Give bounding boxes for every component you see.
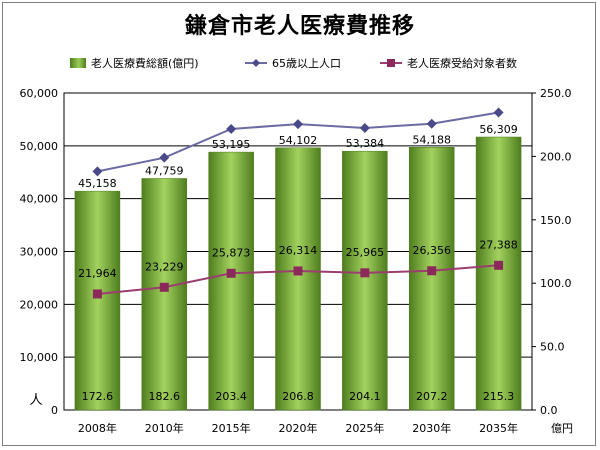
recipient-value-label: 26,314 [279,244,318,257]
left-axis-tick-label: 10,000 [20,351,59,364]
left-axis-tick-label: 60,000 [20,87,59,100]
bar [208,151,254,411]
bar-value-label: 203.4 [215,390,247,403]
left-axis-tick-label: 50,000 [20,140,59,153]
left-axis-label: 人 [29,393,42,408]
x-axis-tick-label: 2025年 [345,421,384,435]
x-axis-tick-label: 2010年 [145,421,184,435]
recipient-marker [494,260,504,270]
right-axis-tick-label: 250.0 [540,87,572,100]
right-axis-tick-label: 50.0 [540,341,565,354]
population-marker [293,119,303,130]
recipient-marker [360,268,370,278]
recipient-marker [293,266,303,276]
bar-value-label: 206.8 [282,390,314,403]
population-marker [226,123,237,134]
bar-value-label: 182.6 [149,390,181,403]
recipient-value-label: 25,873 [212,246,251,259]
population-marker [426,118,437,129]
left-axis-tick-label: 20,000 [20,298,59,311]
right-axis-tick-label: 200.0 [540,150,572,163]
recipient-marker [159,282,169,292]
right-axis-tick-label: 150.0 [540,214,572,227]
recipient-value-label: 26,356 [412,244,451,257]
population-value-label: 45,158 [78,177,117,190]
left-axis-tick-label: 30,000 [20,246,59,259]
bar [141,178,188,411]
recipient-value-label: 25,965 [346,246,385,259]
recipient-marker [92,289,102,299]
chart-frame [2,2,596,446]
population-marker [493,107,504,118]
right-axis-label: 億円 [551,422,573,435]
legend-line-swatch [245,59,267,67]
bar [408,147,455,411]
bar-value-label: 215.3 [483,390,515,403]
population-marker [159,152,170,163]
legend-label-population: 65歳以上人口 [272,57,341,70]
bar-value-label: 204.1 [349,390,381,403]
recipient-value-label: 23,229 [145,260,184,273]
legend-item-population: 65歳以上人口 [245,54,341,72]
bar-value-label: 207.2 [416,390,448,403]
x-axis-tick-label: 2015年 [212,421,251,435]
population-value-label: 47,759 [145,164,184,177]
left-axis-tick-label: 40,000 [20,193,59,206]
population-value-label: 53,384 [346,137,385,150]
x-axis-tick-label: 2030年 [412,421,451,435]
population-marker [359,122,370,133]
recipient-value-label: 27,388 [479,238,518,251]
bar [275,147,321,411]
recipient-marker [226,268,236,278]
population-value-label: 56,309 [479,123,518,136]
recipient-marker [427,266,437,276]
x-axis-tick-label: 2035年 [479,421,518,435]
recipient-value-label: 21,964 [78,267,117,280]
right-axis-tick-label: 0.0 [540,404,558,417]
bar [342,150,388,411]
bar-value-label: 172.6 [82,390,114,403]
legend-label-medical-cost: 老人医療費総額(億円) [91,57,199,70]
legend-bar-swatch [70,58,86,68]
right-axis-tick-label: 100.0 [540,277,572,290]
left-axis-tick-label: 0 [51,404,58,417]
legend-item-recipients: 老人医療受給対象者数 [380,54,517,72]
x-axis-tick-label: 2020年 [279,421,318,435]
legend-label-recipients: 老人医療受給対象者数 [407,57,517,70]
population-value-label: 53,195 [212,138,251,151]
x-axis-tick-label: 2008年 [78,421,117,435]
population-value-label: 54,188 [412,133,451,146]
bar [74,190,121,411]
bar [475,136,522,411]
chart-title: 鎌倉市老人医療費推移 [184,14,415,39]
legend-line-swatch [380,59,402,67]
population-marker [92,166,103,177]
population-value-label: 54,102 [279,134,318,147]
legend-item-medical-cost: 老人医療費総額(億円) [70,54,199,72]
